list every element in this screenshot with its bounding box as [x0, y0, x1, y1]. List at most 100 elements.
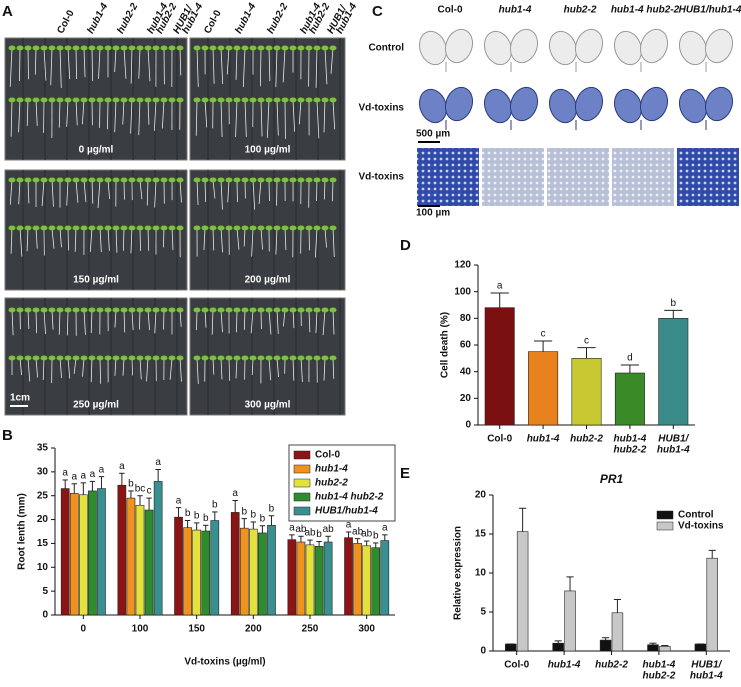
root — [242, 47, 246, 87]
seedling — [128, 45, 136, 51]
root — [161, 99, 165, 129]
bar — [353, 543, 362, 616]
root — [243, 309, 246, 330]
bar — [258, 532, 267, 616]
y-tick-label: 10 — [475, 568, 487, 579]
genotype-label: Col-0 — [55, 8, 77, 36]
concentration-label: 100 µg/ml — [245, 145, 291, 156]
seedling — [112, 307, 120, 313]
root — [59, 47, 62, 88]
seedling — [88, 45, 96, 51]
significance-letter: b — [212, 500, 218, 511]
root — [260, 99, 263, 137]
seedling — [120, 355, 128, 361]
seedling — [273, 225, 281, 231]
seedling — [104, 225, 112, 231]
root — [196, 47, 199, 87]
seedling — [80, 307, 88, 313]
seedling — [32, 177, 40, 183]
leaf — [418, 88, 448, 124]
root — [292, 99, 296, 132]
y-tick-label: 5 — [480, 607, 486, 618]
seedling — [160, 97, 168, 103]
leaf — [639, 86, 669, 122]
leaf — [483, 88, 513, 124]
root — [114, 309, 117, 328]
root — [276, 309, 279, 334]
seedling — [201, 307, 209, 313]
x-axis-label: Vd-toxins (µg/ml) — [184, 657, 265, 668]
seedling — [144, 177, 152, 183]
bar — [69, 493, 79, 616]
y-tick-label: 0 — [42, 610, 48, 621]
root — [196, 309, 198, 331]
root — [220, 309, 223, 333]
root — [236, 227, 240, 250]
root — [138, 47, 141, 79]
seedling — [249, 225, 257, 231]
bar — [135, 504, 145, 616]
x-tick-label: hub1-4 — [527, 434, 560, 445]
leaf — [418, 30, 448, 66]
seedling — [329, 97, 337, 103]
seedling — [24, 307, 32, 313]
root — [43, 47, 47, 81]
root — [83, 179, 87, 203]
significance-letter: b — [194, 511, 200, 522]
significance-letter: b — [316, 529, 322, 540]
panel-label: A — [2, 3, 13, 20]
root — [226, 47, 230, 75]
root — [66, 99, 69, 127]
significance-letter: b — [251, 510, 257, 521]
seedling — [281, 355, 289, 361]
seedling — [80, 45, 88, 51]
root — [292, 309, 295, 329]
seedling — [217, 177, 225, 183]
root — [139, 179, 143, 200]
seedling — [136, 97, 144, 103]
root — [251, 357, 254, 376]
seedling — [289, 307, 297, 313]
bar — [528, 351, 559, 426]
seedling — [80, 97, 88, 103]
seedling — [321, 225, 329, 231]
seedling — [40, 97, 48, 103]
significance-letter: a — [176, 495, 182, 506]
root — [220, 99, 223, 138]
seedling — [72, 97, 80, 103]
y-tick-label: 15 — [475, 529, 487, 540]
bar — [192, 529, 201, 616]
leaf — [548, 88, 578, 124]
seedling — [40, 45, 48, 51]
root — [35, 99, 38, 126]
bar — [249, 528, 258, 616]
root — [51, 227, 55, 249]
significance-letter: a — [346, 520, 352, 531]
scale-bar-label: 1cm — [10, 393, 30, 404]
seedling — [305, 225, 313, 231]
seedling — [257, 177, 265, 183]
root — [324, 227, 327, 248]
y-tick-label: 5 — [42, 586, 48, 597]
seedling — [120, 45, 128, 51]
bar — [296, 541, 306, 616]
y-tick-label: 20 — [475, 490, 487, 501]
root — [147, 227, 150, 251]
root — [330, 47, 334, 74]
root — [154, 179, 157, 208]
seedling — [297, 355, 305, 361]
significance-letter: ab — [304, 528, 316, 539]
root — [75, 47, 77, 79]
seedling — [329, 45, 337, 51]
root — [10, 99, 13, 137]
root — [67, 47, 71, 80]
root — [9, 47, 13, 87]
seedling — [112, 177, 120, 183]
root — [130, 47, 133, 84]
root — [235, 99, 238, 138]
bar — [571, 358, 602, 426]
y-tick-label: 120 — [454, 260, 471, 271]
significance-letter: a — [382, 522, 388, 533]
significance-letter: b — [671, 298, 677, 309]
root — [99, 227, 102, 252]
